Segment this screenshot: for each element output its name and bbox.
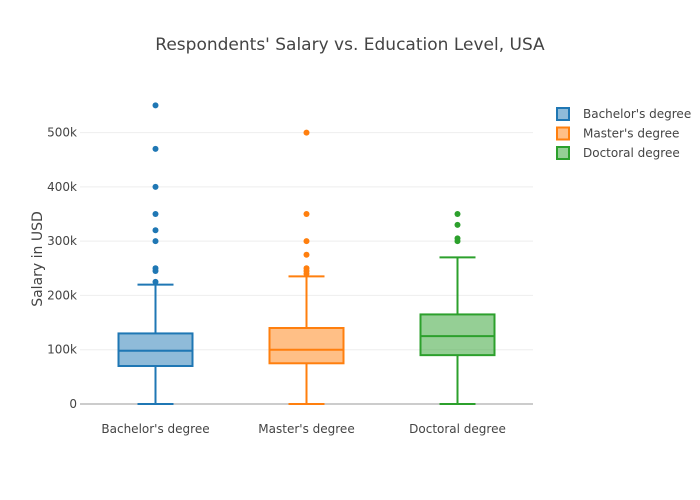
outlier-point <box>152 238 159 245</box>
x-tick-label: Bachelor's degree <box>101 422 209 436</box>
y-tick-label: 500k <box>47 126 77 140</box>
box-series <box>419 211 496 405</box>
outlier-point <box>454 211 461 217</box>
y-tick-label: 300k <box>47 234 77 248</box>
y-tick-label: 400k <box>47 180 77 194</box>
x-tick-label: Doctoral degree <box>409 422 506 436</box>
outlier-point <box>303 129 310 136</box>
y-tick-label: 200k <box>47 288 77 302</box>
box-iqr <box>117 332 194 367</box>
legend-item[interactable]: Master's degree <box>556 126 679 141</box>
legend-item[interactable]: Doctoral degree <box>556 146 680 160</box>
legend-label: Doctoral degree <box>583 146 680 160</box>
outlier-point <box>152 183 159 190</box>
legend-label: Bachelor's degree <box>583 107 691 121</box>
outlier-point <box>454 221 461 228</box>
legend-item[interactable]: Bachelor's degree <box>556 107 691 121</box>
outlier-point <box>152 227 159 234</box>
box-iqr <box>268 327 345 365</box>
legend-swatch <box>556 107 570 121</box>
box-series <box>117 102 194 405</box>
plot-area: 0 100k 200k 300k 400k 500k Bachelor's degree Ma… <box>47 102 533 436</box>
y-axis-title: Salary in USD <box>30 211 46 307</box>
legend-swatch <box>556 126 570 141</box>
outlier-point <box>152 278 159 285</box>
y-tick-label: 0 <box>69 397 77 411</box>
box-series <box>268 129 345 405</box>
outlier-point <box>152 102 159 109</box>
legend: Bachelor's degree Master's degree Doctoral… <box>556 107 691 160</box>
y-tick-label: 100k <box>47 343 77 357</box>
outlier-point <box>152 211 159 217</box>
legend-swatch <box>556 146 570 160</box>
outlier-point <box>303 251 310 258</box>
outlier-point <box>454 235 461 242</box>
x-tick-label: Master's degree <box>258 422 354 436</box>
outlier-point <box>303 238 310 245</box>
outlier-point <box>303 211 310 217</box>
outlier-point <box>152 265 159 272</box>
legend-label: Master's degree <box>583 127 679 141</box>
outlier-point <box>152 145 159 152</box>
chart-title: Respondents' Salary vs. Education Level,… <box>155 35 545 55</box>
box-iqr <box>419 313 496 357</box>
outlier-point <box>303 265 310 272</box>
